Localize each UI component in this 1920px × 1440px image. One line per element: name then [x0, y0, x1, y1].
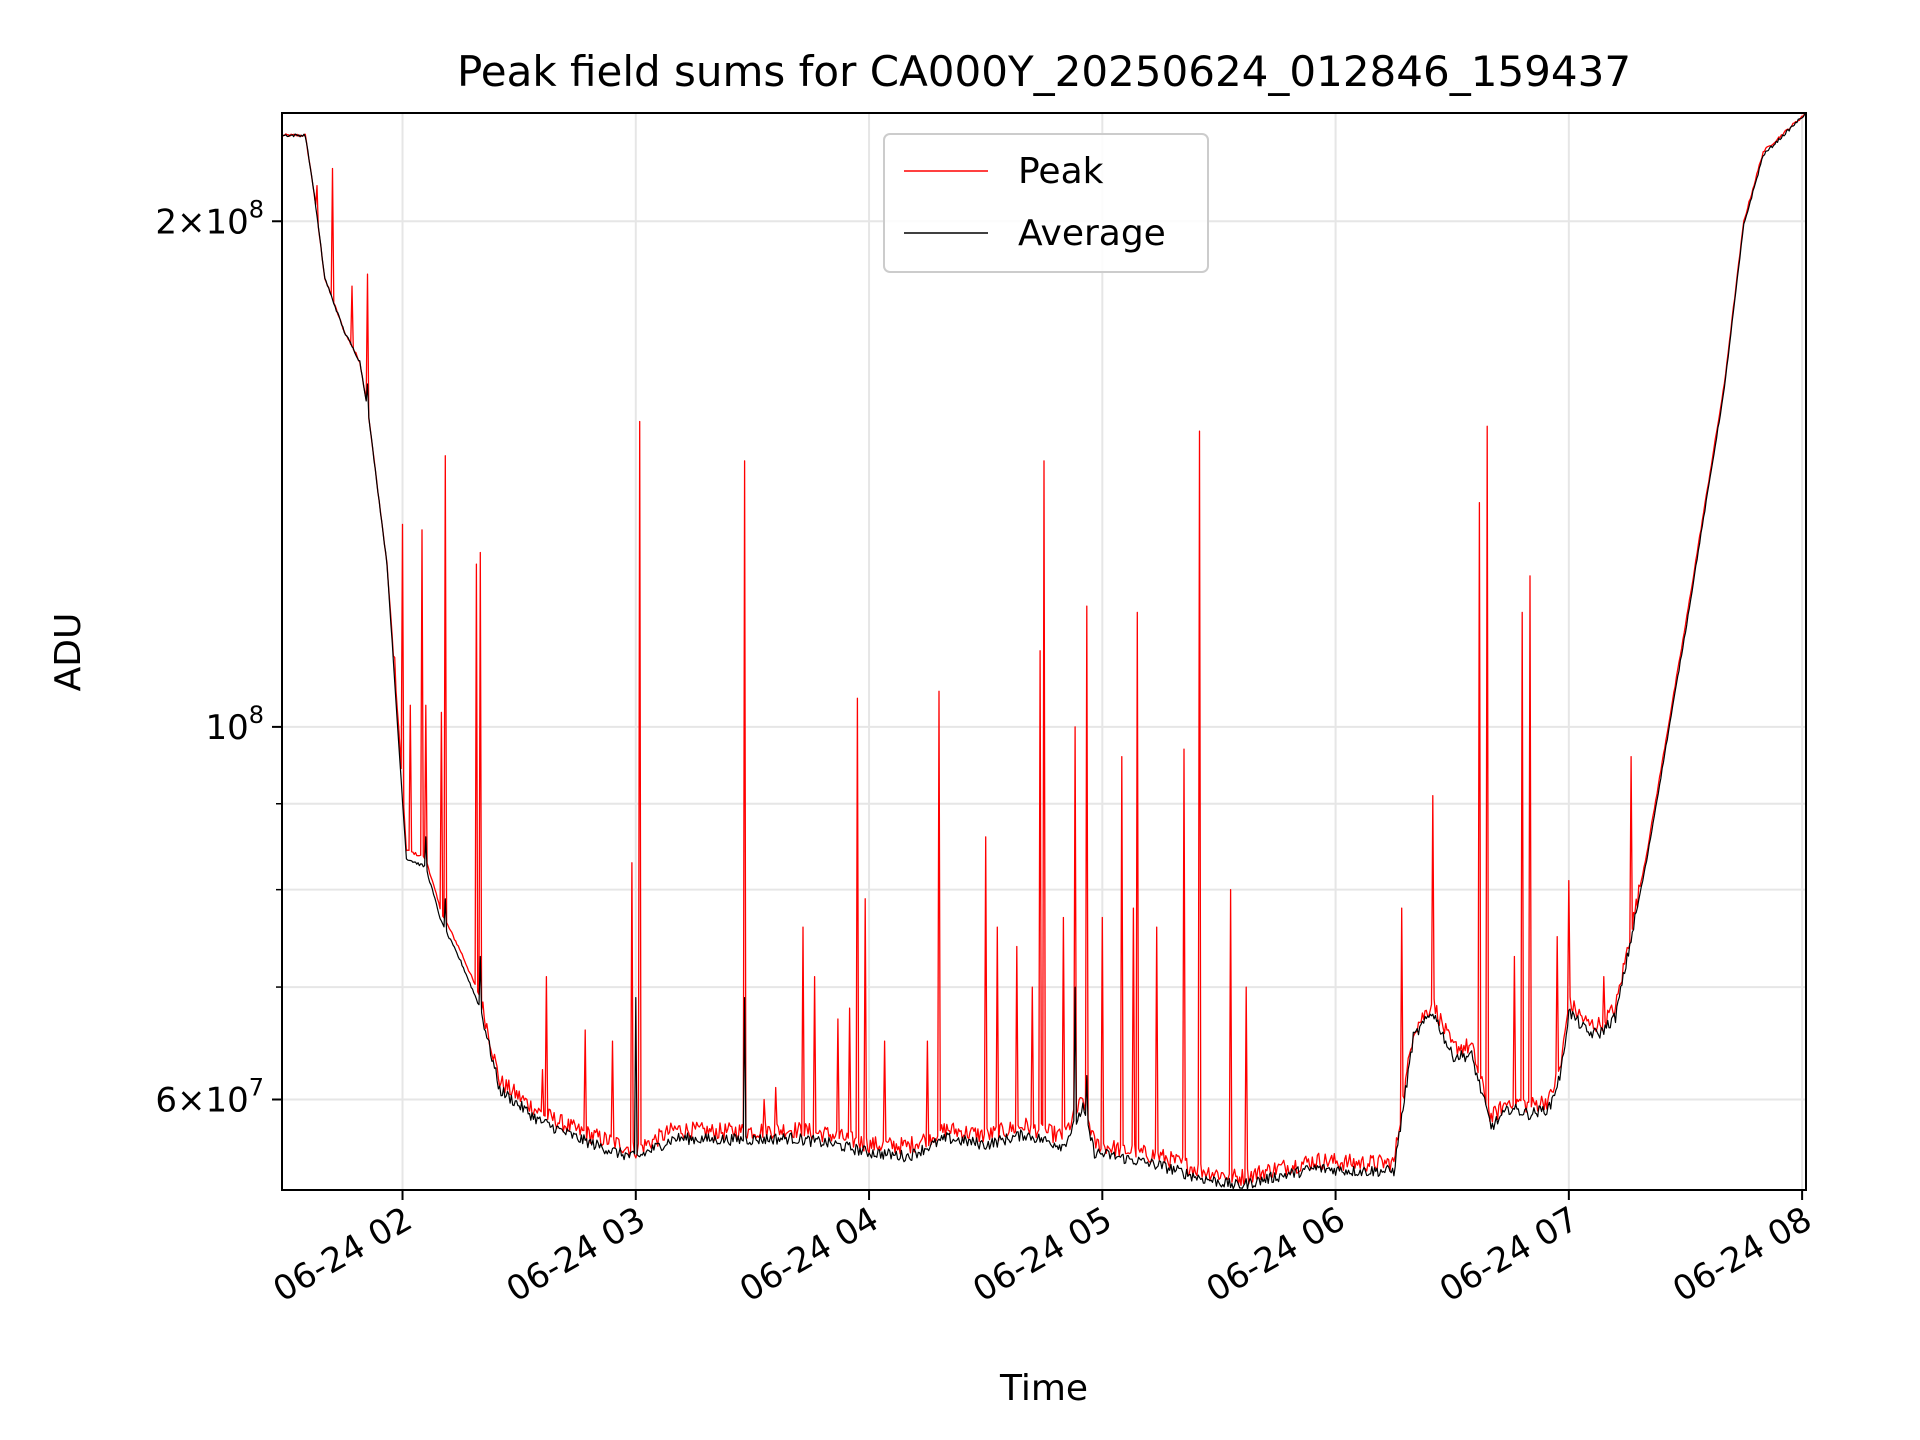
series-layer	[281, 112, 1807, 1190]
x-axis-label: Time	[999, 1368, 1088, 1409]
y-tick-label: 6×107	[155, 1074, 264, 1121]
y-axis-label: ADU	[48, 613, 89, 692]
series-line-peak	[281, 112, 1807, 1186]
legend-label-peak: Peak	[1018, 151, 1104, 192]
legend-box	[883, 133, 1209, 273]
legend-label-average: Average	[1018, 213, 1166, 254]
y-tick-label: 2×108	[155, 195, 264, 242]
chart-title: Peak field sums for CA000Y_20250624_0128…	[457, 47, 1631, 96]
plot-frame	[281, 112, 1807, 1191]
y-tick-label: 108	[205, 701, 264, 748]
legend: Peak Average	[883, 133, 1209, 273]
series-line-average	[281, 112, 1807, 1190]
